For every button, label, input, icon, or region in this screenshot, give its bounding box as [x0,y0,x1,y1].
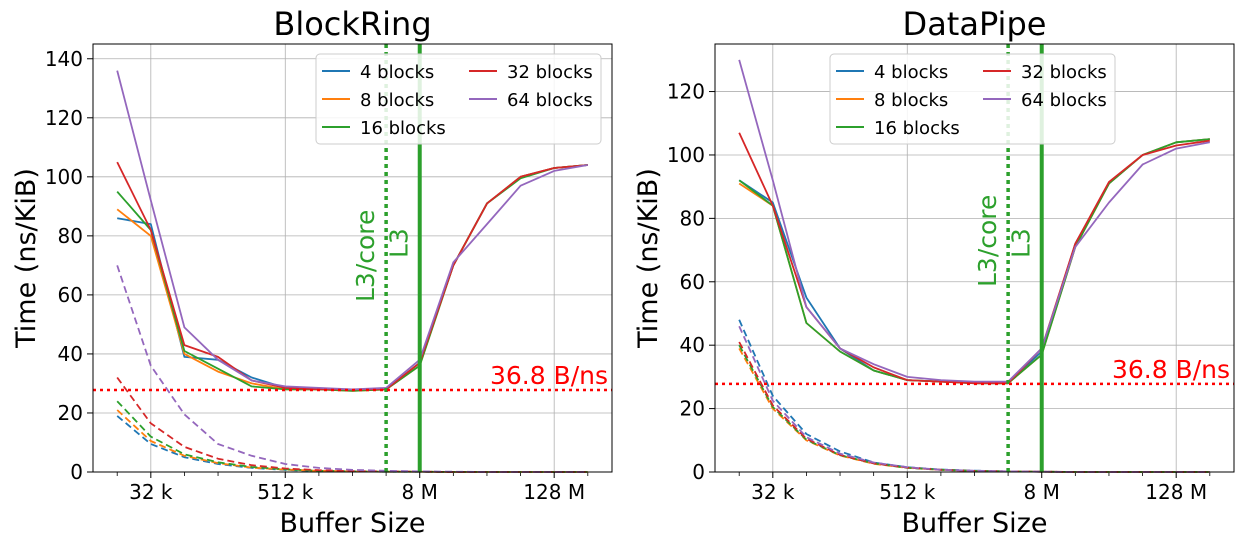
y-tick-label: 100 [45,165,83,189]
x-tick-label: 128 M [523,480,585,504]
series-line-dashed-9467bd [116,265,588,473]
bandwidth-label: 36.8 B/ns [1112,355,1230,384]
legend-entry: 16 blocks [360,118,446,139]
l3-label: L3 [385,228,414,258]
legend-entry: 64 blocks [507,90,593,111]
legend-entry: 8 blocks [874,90,948,111]
y-tick-label: 0 [692,460,705,484]
l3-core-label: L3/core [973,195,1002,287]
y-tick-label: 20 [680,397,705,421]
x-tick-label: 8 M [1024,480,1060,504]
x-axis-label: Buffer Size [280,508,426,539]
series-line-dashed-1f77b4 [738,319,1210,473]
x-tick-label: 128 M [1145,480,1207,504]
legend-entry: 32 blocks [507,62,593,83]
legend-box [315,53,602,145]
series-line-dashed-1f77b4 [116,415,588,473]
legend-entry: 4 blocks [874,62,948,83]
y-tick-label: 0 [70,460,83,484]
l3-label: L3 [1007,228,1036,258]
y-tick-label: 80 [680,206,705,230]
y-tick-label: 40 [680,333,705,357]
y-axis-label: Time (ns/KiB) [11,168,42,349]
x-tick-label: 32 k [751,480,795,504]
x-tick-label: 512 k [879,480,936,504]
x-tick-label: 8 M [402,480,438,504]
bandwidth-label: 36.8 B/ns [490,361,608,390]
y-tick-label: 120 [45,106,83,130]
legend: 4 blocks 8 blocks 16 blocks 32 blocks 64 blo… [829,53,1116,145]
y-tick-label: 100 [667,143,705,167]
y-tick-label: 60 [680,270,705,294]
y-tick-label: 20 [58,401,83,425]
y-tick-label: 40 [58,342,83,366]
plot-frame [92,43,613,473]
x-axis-label: Buffer Size [902,508,1048,539]
y-tick-label: 60 [58,283,83,307]
legend-entry: 8 blocks [360,90,434,111]
plot-frame [714,43,1235,473]
chart-title: BlockRing [273,5,431,43]
series-line-dashed-d62728 [116,376,588,473]
series-line-dashed-2ca02c [116,400,588,473]
x-tick-label: 32 k [129,480,173,504]
y-tick-label: 140 [45,47,83,71]
legend: 4 blocks 8 blocks 16 blocks 32 blocks 64 blo… [315,53,602,145]
y-axis-label: Time (ns/KiB) [633,168,664,349]
series-line-dashed-ff7f0e [116,409,588,473]
legend-box [829,53,1116,145]
legend-entry: 16 blocks [874,118,960,139]
series-line-dashed-9467bd [738,325,1210,473]
series-line-dashed-d62728 [738,341,1210,473]
chart-panel-1: L3/core L3 36.8 B/ns 0 20 40 60 80 100 120 140 32 k… [11,5,613,539]
y-tick-label: 120 [667,80,705,104]
legend-entry: 64 blocks [1021,90,1107,111]
series-line-64-blocks [738,59,1210,383]
legend-entry: 32 blocks [1021,62,1107,83]
chart-title: DataPipe [903,5,1047,43]
l3-core-label: L3/core [351,210,380,302]
x-tick-label: 512 k [257,480,314,504]
legend-entry: 4 blocks [360,62,434,83]
y-tick-label: 80 [58,224,83,248]
chart-panel-2: L3/core L3 36.8 B/ns 0 20 40 60 80 100 120 32 k 512… [633,5,1235,539]
